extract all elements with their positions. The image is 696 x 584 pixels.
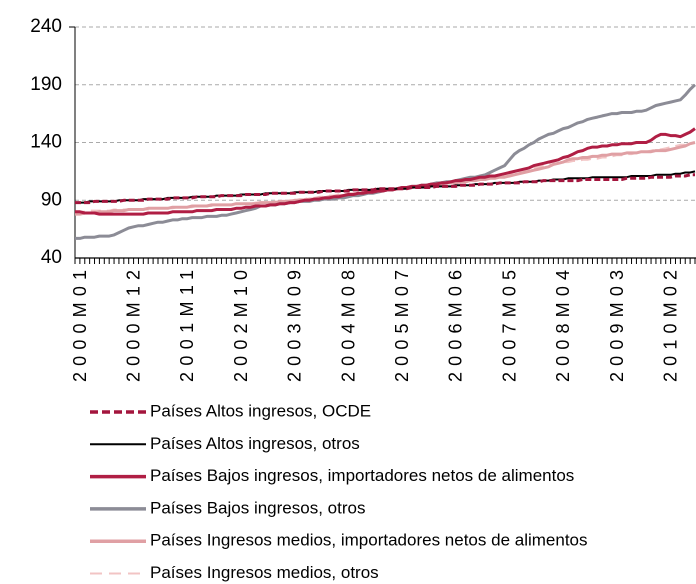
- x-tick-label: 2004M08: [338, 270, 358, 382]
- legend-label: Países Altos ingresos, OCDE: [150, 401, 371, 420]
- x-tick-label: 2009M03: [607, 270, 627, 382]
- series-line: [75, 83, 696, 240]
- y-tick-label: 190: [30, 74, 62, 95]
- legend-label: Países Bajos ingresos, otros: [150, 498, 365, 517]
- x-tick-label: 2000M01: [70, 270, 90, 382]
- x-tick-label: 2002M10: [231, 270, 251, 382]
- legend-label: Países Altos ingresos, otros: [150, 434, 360, 453]
- legend-label: Países Ingresos medios, importadores net…: [150, 531, 588, 550]
- y-tick-label: 90: [41, 189, 62, 210]
- series-line: [75, 127, 696, 216]
- legend-label: Países Bajos ingresos, importadores neto…: [150, 466, 574, 485]
- y-tick-label: 40: [41, 247, 62, 268]
- y-tick-label: 140: [30, 132, 62, 153]
- y-tick-label: 240: [30, 16, 62, 37]
- x-tick-label: 2006M06: [446, 270, 466, 382]
- x-tick-label: 2003M09: [285, 270, 305, 382]
- x-tick-label: 2008M04: [553, 270, 573, 382]
- series-line: [75, 141, 696, 216]
- x-tick-label: 2007M05: [499, 270, 519, 382]
- legend-label: Países Ingresos medios, otros: [150, 563, 379, 582]
- series-line: [75, 173, 695, 205]
- x-tick-label: 2001M11: [177, 270, 197, 382]
- x-tick-label: 2010M02: [660, 270, 680, 382]
- x-tick-label: 2005M07: [392, 270, 412, 382]
- x-tick-label: 2000M12: [123, 270, 143, 382]
